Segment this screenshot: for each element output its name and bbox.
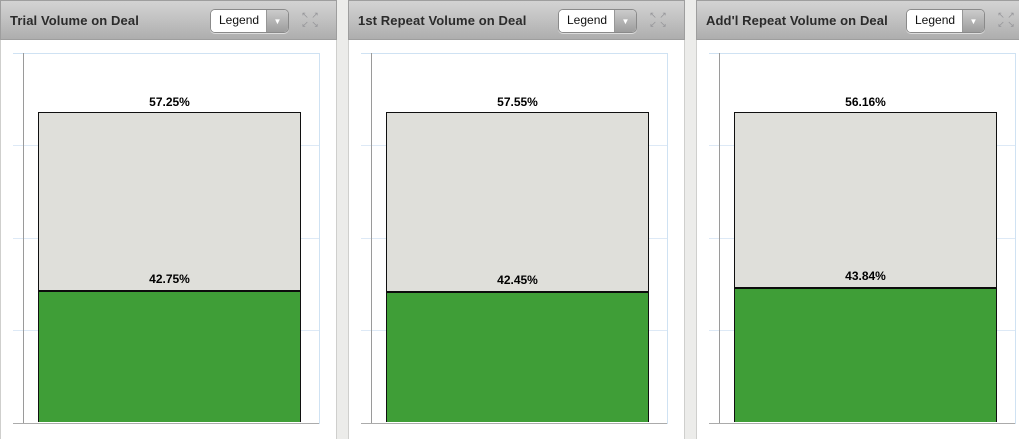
panel-title: 1st Repeat Volume on Deal: [358, 12, 527, 28]
expand-icon[interactable]: ↖ ↗ ↙ ↘: [996, 11, 1016, 29]
arrow-sw-icon: ↙: [649, 19, 657, 29]
plot-area: [13, 53, 320, 424]
arrow-se-icon: ↘: [311, 19, 319, 29]
legend-dropdown[interactable]: Legend ▼: [906, 9, 985, 33]
stacked-bar: [386, 112, 649, 422]
value-label-middle: 42.75%: [149, 272, 190, 286]
value-label-top: 57.25%: [149, 95, 190, 109]
y-axis-line: [371, 53, 372, 424]
value-label-top: 56.16%: [845, 95, 886, 109]
arrow-nw-icon: ↖: [649, 10, 657, 20]
panel-header: Add'l Repeat Volume on Deal Legend ▼ ↖ ↗…: [696, 0, 1019, 40]
chart-panel: 1st Repeat Volume on Deal Legend ▼ ↖ ↗ ↙…: [348, 0, 685, 439]
chart-canvas: 57.55% 42.45%: [348, 40, 685, 439]
legend-dropdown-label: Legend: [907, 10, 962, 32]
y-axis-line: [719, 53, 720, 424]
arrow-se-icon: ↘: [1007, 19, 1015, 29]
chart-panel: Add'l Repeat Volume on Deal Legend ▼ ↖ ↗…: [696, 0, 1019, 439]
chart-canvas: 56.16% 43.84%: [696, 40, 1019, 439]
arrow-ne-icon: ↗: [659, 10, 667, 20]
panel-header: 1st Repeat Volume on Deal Legend ▼ ↖ ↗ ↙…: [348, 0, 685, 40]
plot-area: [361, 53, 668, 424]
x-axis-line: [13, 423, 319, 424]
chart-canvas: 57.25% 42.75%: [0, 40, 337, 439]
panel-header: Trial Volume on Deal Legend ▼ ↖ ↗ ↙ ↘: [0, 0, 337, 40]
x-axis-line: [361, 423, 667, 424]
bar-segment-green: [735, 287, 996, 422]
legend-dropdown[interactable]: Legend ▼: [210, 9, 289, 33]
stacked-bar: [38, 112, 301, 422]
bar-segment-green: [387, 291, 648, 422]
legend-dropdown-label: Legend: [559, 10, 614, 32]
arrow-ne-icon: ↗: [311, 10, 319, 20]
value-label-middle: 42.45%: [497, 273, 538, 287]
bar-segment-green: [39, 290, 300, 422]
bar-segment-gray: [387, 113, 648, 291]
arrow-sw-icon: ↙: [301, 19, 309, 29]
y-axis-line: [23, 53, 24, 424]
arrow-nw-icon: ↖: [997, 10, 1005, 20]
value-label-top: 57.55%: [497, 95, 538, 109]
arrow-nw-icon: ↖: [301, 10, 309, 20]
panel-title: Trial Volume on Deal: [10, 12, 139, 28]
arrow-se-icon: ↘: [659, 19, 667, 29]
bar-segment-gray: [735, 113, 996, 287]
arrow-sw-icon: ↙: [997, 19, 1005, 29]
bar-segment-gray: [39, 113, 300, 290]
x-axis-line: [709, 423, 1015, 424]
legend-dropdown[interactable]: Legend ▼: [558, 9, 637, 33]
expand-icon[interactable]: ↖ ↗ ↙ ↘: [648, 11, 668, 29]
expand-icon[interactable]: ↖ ↗ ↙ ↘: [300, 11, 320, 29]
chart-panel: Trial Volume on Deal Legend ▼ ↖ ↗ ↙ ↘: [0, 0, 337, 439]
stacked-bar: [734, 112, 997, 422]
panel-title: Add'l Repeat Volume on Deal: [706, 12, 888, 28]
plot-area: [709, 53, 1016, 424]
value-label-middle: 43.84%: [845, 269, 886, 283]
chevron-down-icon[interactable]: ▼: [614, 10, 636, 32]
legend-dropdown-label: Legend: [211, 10, 266, 32]
chevron-down-icon[interactable]: ▼: [962, 10, 984, 32]
chevron-down-icon[interactable]: ▼: [266, 10, 288, 32]
arrow-ne-icon: ↗: [1007, 10, 1015, 20]
